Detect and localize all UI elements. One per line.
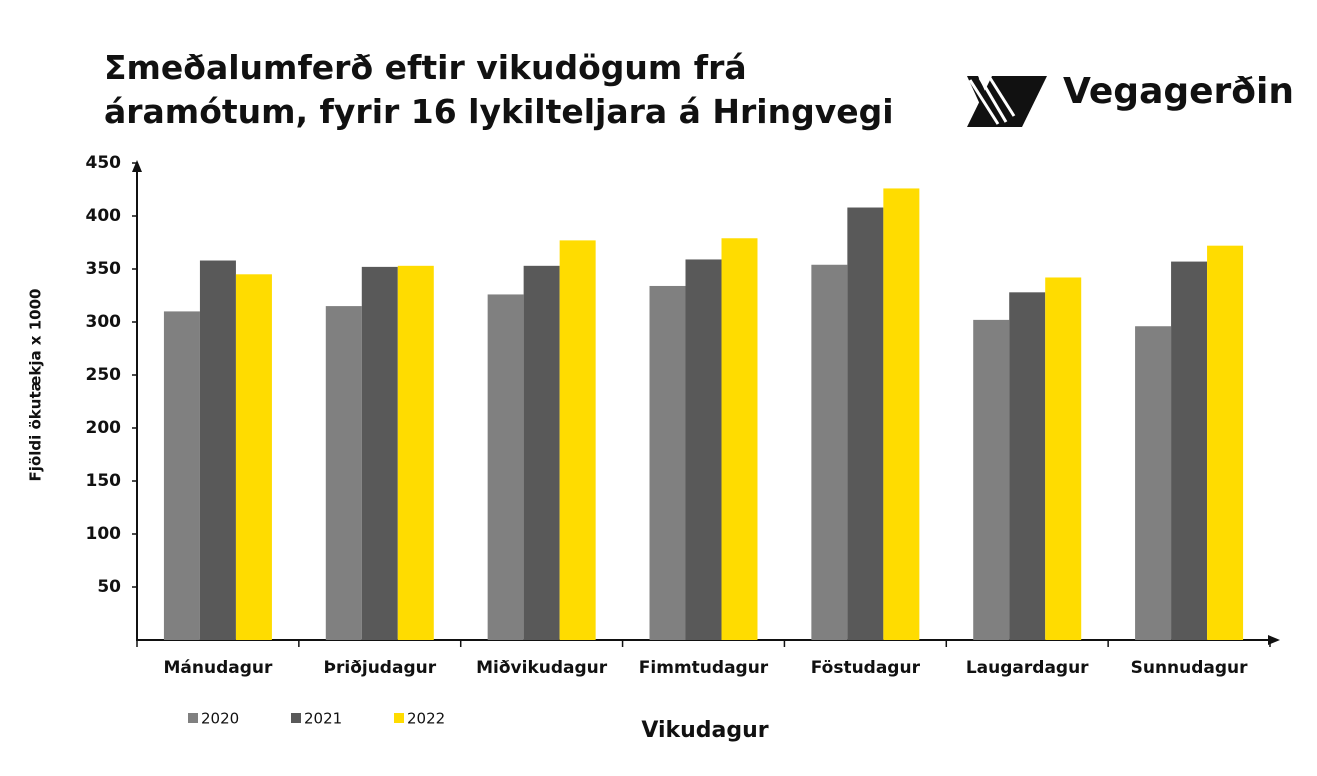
bar xyxy=(163,311,200,640)
bar xyxy=(559,240,596,640)
x-tick-label: Laugardagur xyxy=(966,658,1089,678)
bar xyxy=(523,265,560,640)
x-tick-label: Miðvikudagur xyxy=(476,658,608,678)
bar xyxy=(883,188,920,640)
y-tick-label: 450 xyxy=(86,153,122,173)
x-tick-label: Mánudagur xyxy=(163,658,273,678)
x-axis-arrow xyxy=(1268,635,1280,645)
x-tick-label: Föstudagur xyxy=(811,658,921,678)
bar xyxy=(847,207,884,640)
bar xyxy=(325,306,362,640)
logo-icon xyxy=(967,76,1047,127)
x-tick-label: Fimmtudagur xyxy=(639,658,769,678)
y-axis-title: Fjöldi ökutækja x 1000 xyxy=(27,289,45,482)
bar xyxy=(1171,261,1208,640)
y-tick-label: 350 xyxy=(86,259,122,279)
legend-label: 2022 xyxy=(407,710,445,728)
y-tick-label: 200 xyxy=(86,418,122,438)
x-tick-label: Sunnudagur xyxy=(1131,658,1249,678)
legend-label: 2020 xyxy=(201,710,239,728)
bar xyxy=(397,265,434,640)
bar xyxy=(649,285,686,640)
y-tick-label: 250 xyxy=(86,365,122,385)
bar xyxy=(1045,277,1082,640)
bar xyxy=(1207,245,1244,640)
bar xyxy=(235,274,272,640)
bar xyxy=(199,260,236,640)
legend-swatch xyxy=(188,713,198,723)
chart-title: Σmeðalumferð eftir vikudögum frá áramótu… xyxy=(104,48,894,131)
bar xyxy=(721,238,758,640)
bar xyxy=(811,264,848,640)
y-tick-label: 150 xyxy=(86,471,122,491)
legend-swatch xyxy=(394,713,404,723)
bar xyxy=(1009,292,1046,640)
y-axis-arrow xyxy=(132,160,142,172)
bar xyxy=(487,294,524,640)
bar xyxy=(685,259,722,640)
legend-swatch xyxy=(291,713,301,723)
y-tick-label: 400 xyxy=(86,206,122,226)
logo-text: Vegagerðin xyxy=(1063,71,1294,112)
legend-label: 2021 xyxy=(304,710,342,728)
x-tick-label: Þriðjudagur xyxy=(323,658,436,678)
x-axis-title: Vikudagur xyxy=(641,718,768,743)
y-tick-label: 50 xyxy=(97,577,121,597)
bar xyxy=(361,266,398,640)
y-tick-label: 300 xyxy=(86,312,122,332)
y-tick-label: 100 xyxy=(86,524,122,544)
bar xyxy=(973,319,1010,640)
bar xyxy=(1135,326,1172,640)
